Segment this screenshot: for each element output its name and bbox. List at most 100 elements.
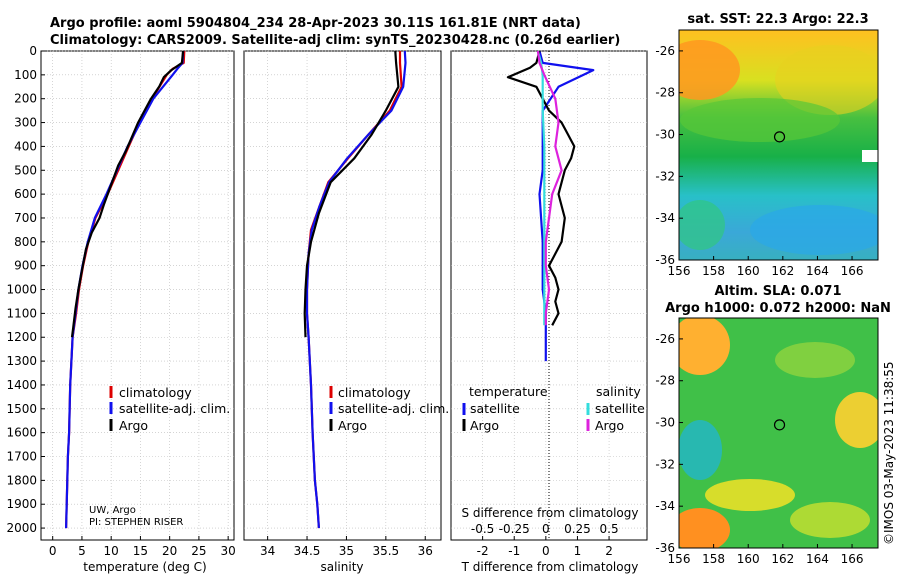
sla-high-patch bbox=[679, 508, 730, 548]
legend-argo: Argo bbox=[338, 418, 367, 433]
salinity-panel: 34 34.5 35 35.5 36 salinity climatology sate… bbox=[243, 50, 449, 574]
y-tick-label: 300 bbox=[14, 116, 37, 130]
x-tick-label: 15 bbox=[133, 544, 148, 558]
y-tick-label: 500 bbox=[14, 163, 37, 177]
top-tick-label: -0.5 bbox=[471, 522, 494, 536]
sla-mid-patch bbox=[790, 502, 870, 538]
series-line-temperature-argo bbox=[506, 50, 576, 326]
x-tick-label: 5 bbox=[78, 544, 86, 558]
sst-map-panel: sat. SST: 22.3 Argo: 22.3 156 158 160 162 16… bbox=[655, 12, 879, 278]
chart-subtitle: Climatology: CARS2009. Satellite-adj cli… bbox=[50, 33, 620, 48]
x-tick-label: 36 bbox=[418, 544, 433, 558]
lon-tick-label: 162 bbox=[771, 264, 794, 278]
lon-tick-label: 160 bbox=[737, 264, 760, 278]
sla-map-panel: Altim. SLA: 0.071 Argo h1000: 0.072 h200… bbox=[655, 284, 890, 566]
lat-tick-label: -34 bbox=[655, 499, 675, 513]
y-tick-label: 1100 bbox=[6, 306, 37, 320]
sla-high-patch bbox=[835, 392, 878, 448]
legend-climatology: climatology bbox=[119, 385, 192, 400]
y-tick-label: 1300 bbox=[6, 354, 37, 368]
difference-legend-right: salinity satellite Argo bbox=[586, 384, 645, 433]
lat-tick-label: -32 bbox=[655, 457, 675, 471]
x-tick-label: -1 bbox=[508, 544, 520, 558]
credit-line-1: UW, Argo bbox=[89, 505, 136, 516]
sla-map-ticks: 156 158 160 162 164 166 -26 -28 -30 -32 -34 -36 bbox=[655, 332, 863, 566]
sla-map-subtitle: Argo h1000: 0.072 h2000: NaN bbox=[665, 301, 891, 316]
legend-salinity-heading: salinity bbox=[596, 384, 641, 399]
legend-satellite: satellite-adj. clim. bbox=[119, 401, 230, 416]
temperature-axis-ticks: 0 5 10 15 20 25 30 bbox=[49, 536, 236, 558]
sst-float-marker bbox=[773, 131, 786, 143]
x-tick-label: 0 bbox=[542, 544, 550, 558]
legend-sal-argo: Argo bbox=[595, 418, 624, 433]
top-tick-label: -0.25 bbox=[499, 522, 530, 536]
top-tick-label: 0.5 bbox=[600, 522, 619, 536]
x-tick-label: 35 bbox=[339, 544, 354, 558]
y-tick-label: 1500 bbox=[6, 402, 37, 416]
x-tick-label: 0 bbox=[49, 544, 57, 558]
salinity-difference-ticks: -0.5 -0.25 0 0.25 0.5 bbox=[471, 522, 619, 536]
lon-tick-label: 164 bbox=[806, 264, 829, 278]
lon-tick-label: 158 bbox=[702, 264, 725, 278]
lon-tick-label: 156 bbox=[668, 552, 691, 566]
difference-xlabel: T difference from climatology bbox=[461, 560, 639, 574]
y-tick-label: 400 bbox=[14, 139, 37, 153]
difference-legend-left: temperature satellite Argo bbox=[462, 384, 548, 433]
sla-float-marker bbox=[773, 419, 786, 431]
salinity-axis-ticks: 34 34.5 35 35.5 36 bbox=[260, 536, 433, 558]
x-tick-label: 34 bbox=[260, 544, 275, 558]
series-line-salinity-argo bbox=[536, 50, 563, 326]
lat-tick-label: -30 bbox=[655, 128, 675, 142]
legend-temp-satellite: satellite bbox=[470, 401, 520, 416]
y-tick-label: 1200 bbox=[6, 330, 37, 344]
imos-watermark: ©IMOS 03-May-2023 11:38:55 bbox=[882, 361, 896, 545]
temperature-legend: climatology satellite-adj. clim. Argo bbox=[109, 385, 230, 433]
y-tick-label: 600 bbox=[14, 187, 37, 201]
series-line-argo bbox=[70, 50, 185, 338]
legend-temp-argo: Argo bbox=[470, 418, 499, 433]
sla-high-patch bbox=[679, 318, 730, 375]
sla-high-patch bbox=[705, 479, 795, 511]
sst-map-title: sat. SST: 22.3 Argo: 22.3 bbox=[687, 12, 868, 27]
temperature-axes bbox=[40, 50, 235, 541]
y-tick-label: 700 bbox=[14, 211, 37, 225]
sst-mid-patch bbox=[680, 98, 840, 142]
depth-axis-ticks: 0 100 200 300 400 500 600 700 800 900 1000 1100 1200… bbox=[6, 44, 45, 535]
x-tick-label: 30 bbox=[221, 544, 236, 558]
salinity-grid bbox=[244, 50, 441, 540]
top-tick-label: 0.25 bbox=[564, 522, 591, 536]
y-tick-label: 1000 bbox=[6, 283, 37, 297]
sst-map-frame bbox=[678, 29, 879, 261]
sla-mid-patch bbox=[775, 342, 855, 378]
credit-line-2: PI: STEPHEN RISER bbox=[89, 517, 183, 528]
salinity-legend: climatology satellite-adj. clim. Argo bbox=[329, 385, 449, 433]
legend-temperature-heading: temperature bbox=[469, 384, 548, 399]
legend-climatology: climatology bbox=[338, 385, 411, 400]
temperature-panel: 0100200300400500600700800900100011001200… bbox=[6, 44, 235, 574]
y-tick-label: 1900 bbox=[6, 497, 37, 511]
lon-tick-label: 158 bbox=[702, 552, 725, 566]
y-tick-label: 1800 bbox=[6, 473, 37, 487]
sst-cool-patch bbox=[750, 205, 878, 255]
sla-low-patch bbox=[679, 420, 722, 480]
lat-tick-label: -36 bbox=[655, 541, 675, 555]
y-tick-label: 0 bbox=[29, 44, 37, 58]
y-tick-label: 1700 bbox=[6, 450, 37, 464]
salinity-xlabel: salinity bbox=[320, 560, 363, 574]
lat-tick-label: -36 bbox=[655, 253, 675, 267]
lat-tick-label: -28 bbox=[655, 374, 675, 388]
temperature-series bbox=[65, 50, 186, 529]
lon-tick-label: 166 bbox=[841, 552, 864, 566]
y-tick-label: 900 bbox=[14, 259, 37, 273]
sst-missing-data bbox=[862, 150, 878, 162]
y-tick-label: 1400 bbox=[6, 378, 37, 392]
lon-tick-label: 160 bbox=[737, 552, 760, 566]
legend-argo: Argo bbox=[119, 418, 148, 433]
difference-panel: -2 -1 0 1 2 T difference from climatology S … bbox=[450, 50, 648, 574]
x-tick-label: -2 bbox=[477, 544, 489, 558]
lon-tick-label: 162 bbox=[771, 552, 794, 566]
x-tick-label: 20 bbox=[162, 544, 177, 558]
x-tick-label: 1 bbox=[574, 544, 582, 558]
legend-sal-satellite: satellite bbox=[595, 401, 645, 416]
y-tick-label: 100 bbox=[14, 68, 37, 82]
